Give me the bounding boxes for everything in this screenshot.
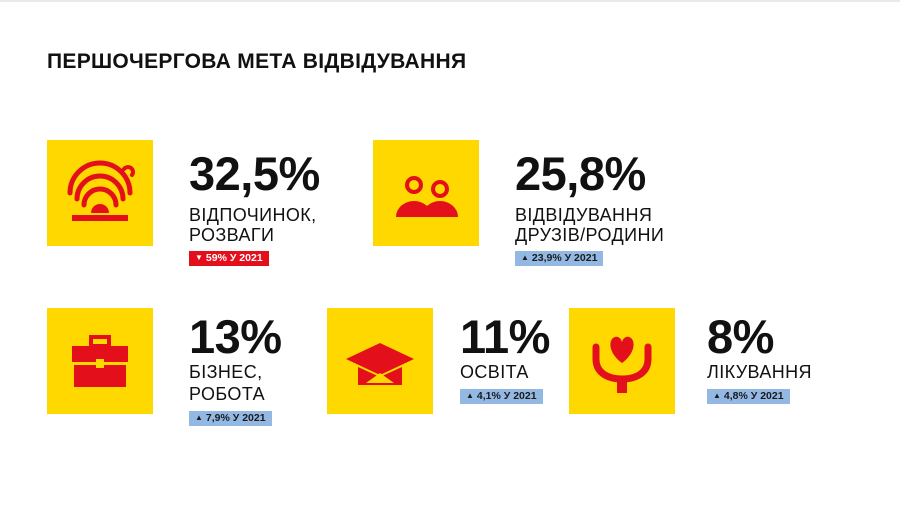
change-text: 7,9% У 2021: [205, 412, 266, 424]
stat-label-line2: РОБОТА: [189, 384, 266, 404]
icon-tile: [47, 308, 153, 414]
stat-label-line2: ДРУЗІВ/РОДИНИ: [515, 225, 665, 245]
stat-label-line1: БІЗНЕС,: [189, 362, 263, 382]
stat-percent: 8%: [707, 310, 774, 363]
arrow-up-icon: ▲: [521, 253, 529, 262]
stat-percent: 25,8%: [515, 147, 646, 200]
sunset-icon: [67, 160, 135, 221]
stat-label-line1: ЛІКУВАННЯ: [707, 362, 812, 382]
change-badge: ▲ 7,9% У 2021: [189, 411, 272, 426]
graduation-cap-icon: [346, 343, 414, 385]
stat-percent: 32,5%: [189, 147, 320, 200]
briefcase-icon: [72, 335, 128, 387]
arrow-up-icon: ▲: [466, 391, 474, 400]
change-text: 4,1% У 2021: [476, 390, 537, 402]
change-text: 4,8% У 2021: [723, 390, 784, 402]
change-badge: ▼ 59% У 2021: [189, 251, 269, 266]
stat-percent: 13%: [189, 310, 282, 363]
stat-label-line1: ВІДВІДУВАННЯ: [515, 205, 653, 225]
page-title: ПЕРШОЧЕРГОВА МЕТА ВІДВІДУВАННЯ: [47, 50, 467, 73]
icon-tile: [373, 140, 479, 246]
change-badge: ▲ 4,1% У 2021: [460, 389, 543, 404]
arrow-up-icon: ▲: [195, 413, 203, 422]
arrow-up-icon: ▲: [713, 391, 721, 400]
people-icon: [396, 176, 458, 217]
stat-percent: 11%: [460, 310, 550, 363]
icon-tile: [327, 308, 433, 414]
arrow-down-icon: ▼: [195, 253, 203, 262]
icon-tile: [47, 140, 153, 246]
stat-label-line2: РОЗВАГИ: [189, 225, 275, 245]
heart-hands-icon: [592, 336, 652, 393]
change-badge: ▲ 23,9% У 2021: [515, 251, 604, 266]
stat-label-line1: ОСВІТА: [460, 362, 529, 382]
icon-tile: [569, 308, 675, 414]
stat-label-line1: ВІДПОЧИНОК,: [189, 205, 317, 225]
change-text: 23,9% У 2021: [531, 252, 598, 264]
change-text: 59% У 2021: [205, 252, 263, 264]
change-badge: ▲ 4,8% У 2021: [707, 389, 790, 404]
top-divider: [0, 0, 900, 2]
